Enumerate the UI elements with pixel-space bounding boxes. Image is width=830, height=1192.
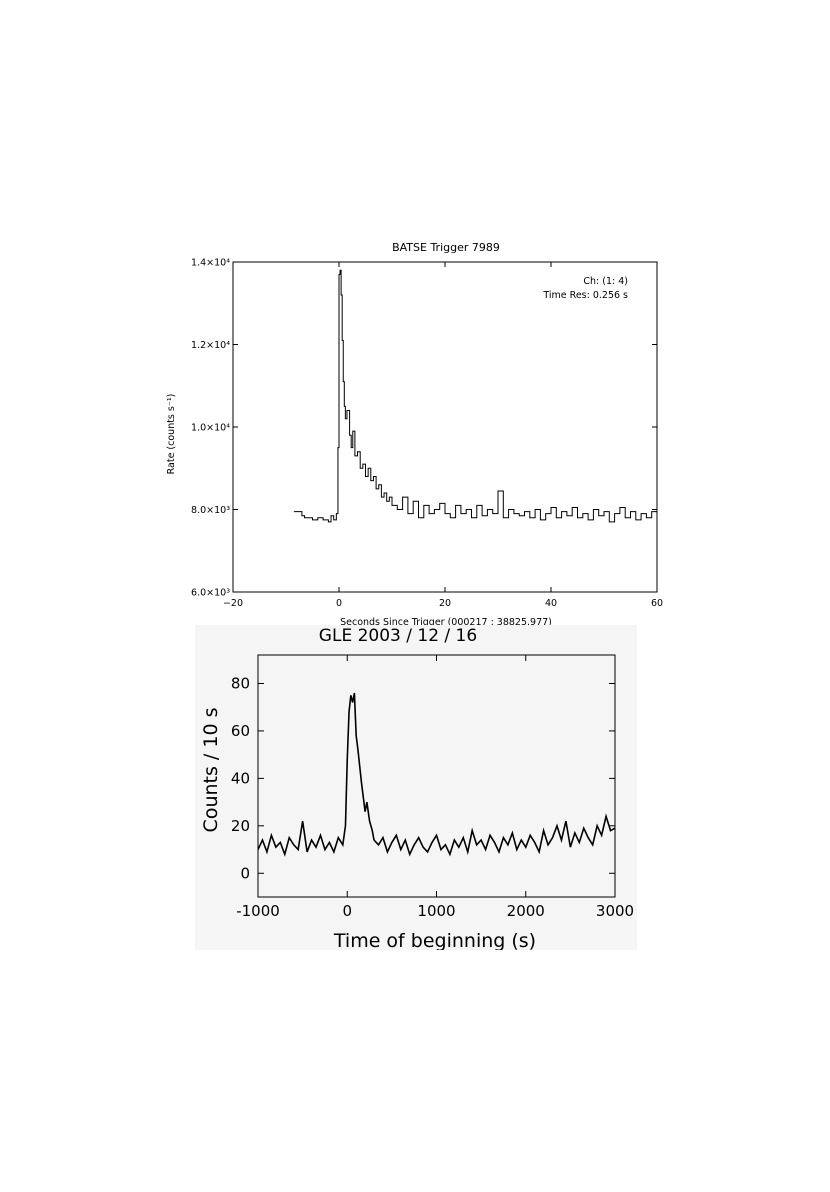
x-axis-label: Time of beginning (s) (333, 930, 536, 950)
x-tick-label: -1000 (236, 902, 280, 920)
x-tick-label: 0 (336, 598, 342, 609)
x-tick-label: 1000 (417, 902, 455, 920)
x-tick-label: 60 (651, 598, 663, 609)
x-tick-label: 3000 (596, 902, 634, 920)
y-axis-label: Rate (counts s⁻¹) (166, 394, 177, 475)
gle-chart: -1000 0 1000 2000 3000 0 20 40 60 80 GLE 2003 / 1… (195, 625, 637, 950)
chart-title: BATSE Trigger 7989 (392, 241, 500, 254)
y-tick-label: 60 (231, 722, 250, 740)
y-tick-label: 40 (231, 770, 250, 788)
channel-annotation: Ch: (1: 4) (583, 276, 628, 287)
time-resolution-annotation: Time Res: 0.256 s (542, 290, 628, 301)
data-series-line (257, 692, 616, 857)
y-tick-label: 1.4×10⁴ (191, 257, 230, 268)
data-series-line (293, 269, 658, 523)
plot-frame (232, 261, 658, 593)
x-tick-label: 2000 (507, 902, 545, 920)
y-axis-label: Counts / 10 s (200, 708, 222, 833)
y-tick-label: 1.2×10⁴ (191, 340, 230, 351)
x-tick-label: 20 (439, 598, 451, 609)
batse-chart: −20 0 20 40 60 6.0×10³ 8.0×10³ 1.0×10⁴ 1.2×10⁴ 1.… (166, 241, 663, 628)
x-tick-label: 40 (545, 598, 557, 609)
plot-background (195, 625, 637, 950)
y-tick-label: 20 (231, 817, 250, 835)
chart-title: GLE 2003 / 12 / 16 (319, 626, 477, 646)
y-tick-label: 1.0×10⁴ (191, 422, 230, 433)
y-tick-label: 0 (240, 865, 250, 883)
y-tick-label: 80 (231, 675, 250, 693)
x-axis-label: Seconds Since Trigger (000217 : 38825.97… (340, 617, 552, 628)
y-tick-label: 6.0×10³ (191, 587, 230, 598)
y-tick-label: 8.0×10³ (191, 505, 230, 516)
x-tick-label: −20 (223, 598, 243, 609)
x-tick-label: 0 (342, 902, 352, 920)
